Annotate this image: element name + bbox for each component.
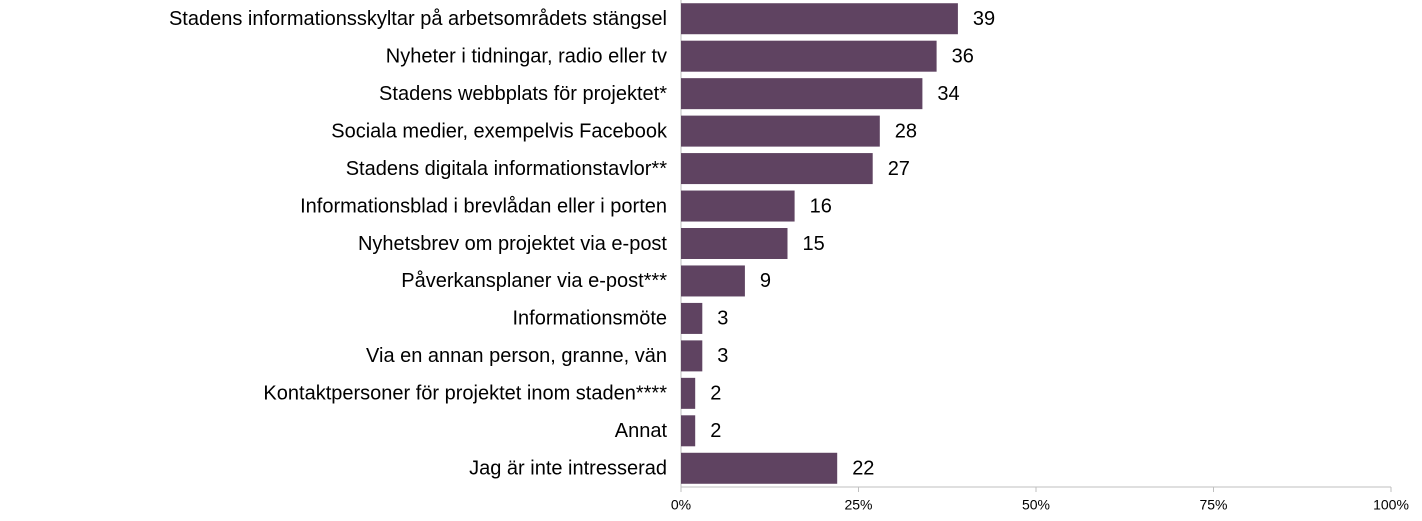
x-tick-label: 100% <box>1373 497 1409 513</box>
data-label: 39 <box>973 8 995 30</box>
category-label: Stadens informationsskyltar på arbetsomr… <box>169 8 667 30</box>
x-tick-label: 75% <box>1199 497 1227 513</box>
x-tick-label: 25% <box>844 497 872 513</box>
x-tick-label: 50% <box>1022 497 1050 513</box>
bar <box>681 452 838 484</box>
bar <box>681 377 696 409</box>
data-label: 3 <box>717 308 728 330</box>
category-label: Via en annan person, granne, vän <box>366 345 667 367</box>
data-label: 2 <box>710 420 721 442</box>
data-label: 27 <box>888 158 910 180</box>
category-label: Jag är inte intresserad <box>469 458 667 480</box>
bar <box>681 115 880 147</box>
x-tick-label: 0% <box>671 497 691 513</box>
category-label: Informationsmöte <box>512 308 667 330</box>
bar <box>681 302 703 334</box>
bar <box>681 415 696 447</box>
bar <box>681 153 873 185</box>
category-label: Påverkansplaner via e-post*** <box>401 270 667 292</box>
data-label: 15 <box>803 233 825 255</box>
category-label: Annat <box>615 420 668 442</box>
bar <box>681 40 937 72</box>
category-label: Sociala medier, exempelvis Facebook <box>331 120 668 142</box>
data-label: 9 <box>760 270 771 292</box>
category-label: Nyheter i tidningar, radio eller tv <box>386 45 667 67</box>
category-label: Informationsblad i brevlådan eller i por… <box>300 195 667 217</box>
data-label: 16 <box>810 195 832 217</box>
data-label: 34 <box>937 83 959 105</box>
bar <box>681 3 958 35</box>
data-label: 22 <box>852 458 874 480</box>
bar <box>681 228 788 259</box>
bar <box>681 265 745 297</box>
data-label: 2 <box>710 383 721 405</box>
category-label: Stadens digitala informationstavlor** <box>346 158 668 180</box>
category-label: Nyhetsbrev om projektet via e-post <box>358 233 667 255</box>
bar <box>681 340 703 372</box>
bar <box>681 78 923 110</box>
data-label: 3 <box>717 345 728 367</box>
bar <box>681 190 795 222</box>
data-label: 28 <box>895 120 917 142</box>
category-label: Kontaktpersoner för projektet inom stade… <box>263 383 667 405</box>
category-label: Stadens webbplats för projektet* <box>379 83 667 105</box>
data-label: 36 <box>952 45 974 67</box>
